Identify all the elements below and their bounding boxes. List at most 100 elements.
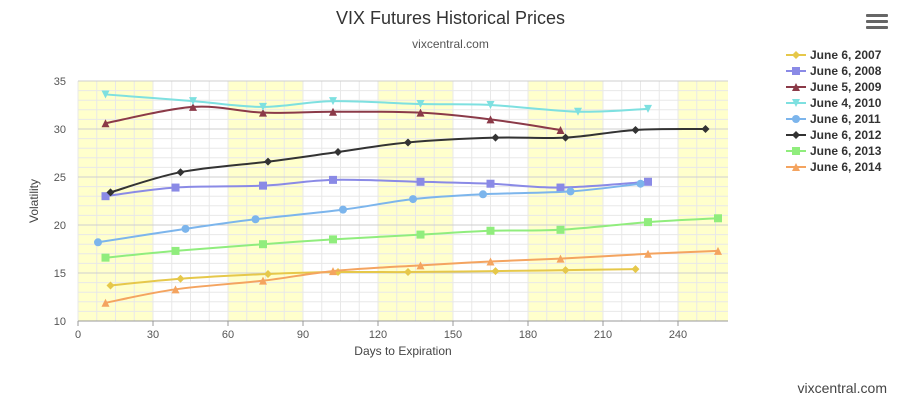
legend-item[interactable]: June 6, 2011 [786,111,881,127]
legend-item[interactable]: June 6, 2012 [786,127,881,143]
data-point [644,218,652,227]
series-group [101,102,565,134]
data-point [416,230,425,239]
legend-marker [792,163,800,171]
chart-title: VIX Futures Historical Prices [335,8,566,28]
hamburger-menu-icon[interactable] [866,14,888,32]
data-point [479,190,487,199]
legend-marker [792,99,800,107]
data-point [561,133,570,142]
data-point [556,125,565,134]
x-axis-title: Days to Expiration [354,344,451,358]
y-axis-title: Volatility [27,179,41,223]
chart-subtitle: vixcentral.com [412,37,489,51]
legend-marker [792,83,800,91]
series-line [110,268,636,287]
data-point [339,205,347,214]
legend-marker [792,67,800,75]
data-point [404,138,412,147]
legend-marker [792,115,800,123]
data-point [171,246,180,255]
menu-bar [866,14,888,17]
data-point [631,265,640,274]
x-tick-label: 210 [594,329,612,341]
data-point [486,115,495,124]
data-point [329,97,337,106]
data-point [329,107,337,116]
x-tick-label: 90 [297,329,309,341]
data-point [106,188,115,197]
data-point [714,246,722,255]
menu-bar [866,20,888,23]
x-tick-label: 150 [444,329,462,341]
data-point [561,266,570,275]
data-point [101,119,110,128]
data-point [259,240,267,249]
legend-label: June 6, 2014 [810,160,882,174]
data-point [556,225,565,234]
chart-credit-link[interactable]: vixcentral.com [797,380,887,396]
data-point [329,267,337,276]
legend-symbol-icon [786,147,806,155]
y-tick-label: 35 [54,76,66,88]
data-point [259,102,267,111]
series-group [101,90,652,116]
legend-symbol-icon [786,99,806,107]
data-point [416,177,425,186]
data-point [556,254,565,263]
data-point [556,183,565,192]
data-point [701,125,710,133]
legend-item[interactable]: June 6, 2014 [786,159,881,175]
y-tick-label: 20 [54,220,66,232]
data-point [264,157,272,166]
data-point [251,215,260,224]
legend-symbol-icon [786,163,806,171]
x-tick-label: 240 [669,329,687,341]
legend-item[interactable]: June 6, 2013 [786,143,881,159]
legend-item[interactable]: June 6, 2007 [786,47,881,63]
data-point [491,133,500,142]
legend-marker [792,147,800,155]
data-point [176,168,185,177]
data-point [94,238,102,247]
data-point [106,281,115,290]
data-point [101,192,110,201]
data-point [486,179,495,188]
data-point [259,276,267,285]
y-tick-label: 30 [54,124,66,136]
x-tick-label: 30 [147,329,159,341]
chart-legend: June 6, 2007 June 6, 2008 June 5, 2009 June… [786,47,881,175]
legend-symbol-icon [786,67,806,75]
data-point [176,274,185,283]
data-point [631,125,640,134]
legend-item[interactable]: June 6, 2008 [786,63,881,79]
plot-band [678,81,728,321]
legend-item[interactable]: June 5, 2009 [786,79,881,95]
data-point [189,97,197,106]
legend-symbol-icon [786,83,806,91]
legend-label: June 6, 2012 [810,128,882,142]
data-point [644,177,652,186]
legend-item[interactable]: June 4, 2010 [786,95,881,111]
data-point [259,181,267,190]
data-point [644,104,652,113]
data-point [409,195,417,204]
x-tick-label: 180 [519,329,537,341]
data-point [101,90,110,99]
series-group [106,265,640,290]
y-tick-label: 10 [54,316,66,328]
data-point [404,268,412,277]
data-point [486,257,495,266]
data-point [566,187,575,196]
menu-bar [866,26,888,29]
data-point [171,183,180,192]
data-point [181,224,190,233]
data-point [334,148,342,157]
data-point [491,267,500,276]
data-point [171,285,180,294]
data-point [636,179,645,188]
data-point [416,108,425,117]
data-point [416,100,425,109]
data-point [416,261,425,270]
